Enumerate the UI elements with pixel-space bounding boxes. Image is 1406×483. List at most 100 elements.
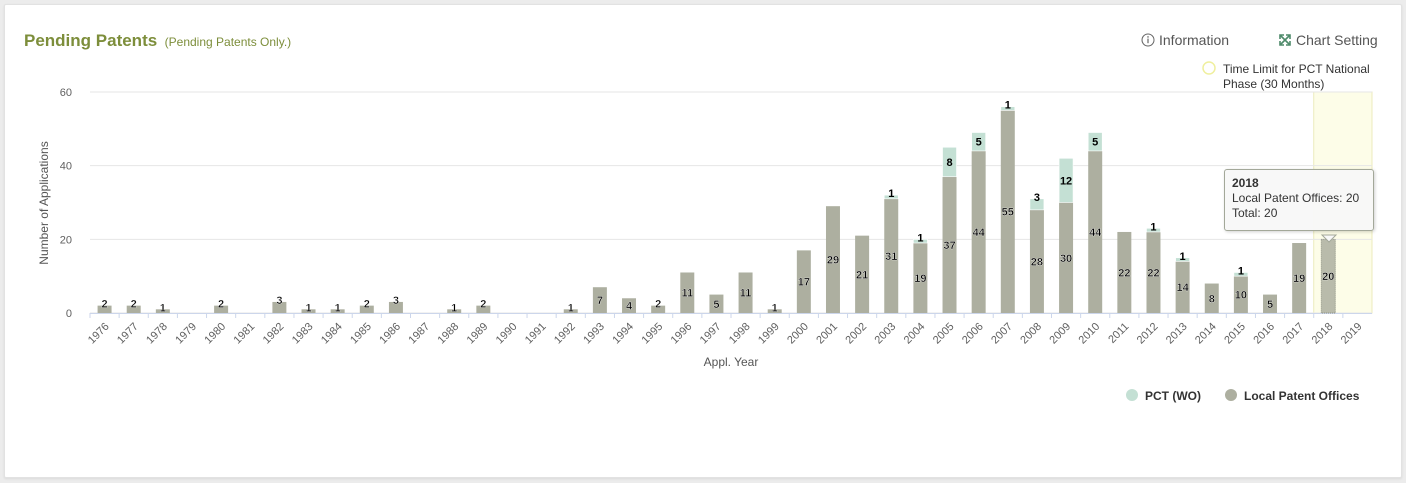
data-label-local-2012: 22 [1147, 267, 1159, 279]
data-label-local-1993: 7 [597, 295, 603, 307]
x-tick-label: 2016 [1251, 321, 1277, 347]
bar-pct-2010 [1087, 132, 1103, 152]
bar-pct-2005 [942, 146, 957, 178]
data-label-local-2004: 19 [914, 273, 926, 285]
data-label-local-2007: 55 [1002, 207, 1014, 219]
bar-local-1998 [738, 272, 753, 313]
data-label-local-2011: 22 [1118, 267, 1130, 279]
bar-local-1994 [622, 298, 637, 313]
x-tick-label: 2013 [1164, 321, 1190, 347]
data-label-local-1989: 2 [480, 299, 486, 311]
x-tick-label: 2006 [960, 321, 986, 347]
info-icon [1141, 33, 1155, 47]
data-label-local-1995: 2 [655, 299, 661, 311]
bar-pct-2003 [883, 194, 899, 200]
x-axis-title: Appl. Year [704, 355, 759, 369]
bar-local-1977 [126, 305, 141, 313]
chart-title: Pending Patents [24, 31, 158, 50]
x-tick-label: 1995 [639, 321, 665, 347]
bar-local-2004 [913, 243, 928, 313]
y-tick-label: 40 [60, 161, 72, 173]
bar-local-1995 [651, 305, 666, 313]
chart-subtitle: (Pending Patents Only.) [164, 35, 292, 49]
bar-pct-2015 [1233, 272, 1249, 277]
x-tick-label: 1989 [465, 321, 491, 347]
chart-title-row: Pending Patents (Pending Patents Only.) [24, 31, 291, 51]
bar-local-1984 [330, 309, 345, 313]
x-tick-label: 1999 [756, 321, 782, 347]
bar-local-2013 [1175, 261, 1190, 313]
data-label-local-2000: 17 [798, 277, 810, 289]
x-tick-label: 2018 [1310, 321, 1336, 347]
bar-local-1985 [359, 305, 374, 313]
x-tick-label: 2005 [931, 321, 957, 347]
bar-local-1983 [301, 309, 316, 313]
bar-local-2012 [1146, 231, 1161, 313]
data-label-local-1996: 11 [681, 288, 693, 300]
data-label-local-2005: 37 [943, 240, 955, 252]
tooltip-line-total: Total: 20 [1232, 206, 1278, 220]
bar-local-1999 [767, 309, 782, 313]
bar-local-2009 [1059, 202, 1074, 313]
x-tick-label: 2003 [873, 321, 899, 347]
y-tick-label: 60 [60, 87, 72, 99]
chart-tooltip: 2018 Local Patent Offices: 20 Total: 20 [1224, 169, 1374, 231]
time-limit-legend-line2: Phase (30 Months) [1223, 77, 1324, 91]
tooltip-line-local: Local Patent Offices: 20 [1232, 191, 1360, 205]
x-tick-label: 2017 [1280, 321, 1306, 347]
data-label-pct-2007: 1 [1005, 100, 1011, 112]
x-tick-label: 1994 [610, 321, 636, 347]
data-label-pct-2009: 12 [1060, 175, 1072, 187]
x-tick-label: 1986 [377, 321, 403, 347]
bar-local-2010 [1088, 150, 1103, 313]
x-tick-label: 1991 [523, 321, 549, 347]
x-tick-label: 1978 [144, 321, 170, 347]
data-label-local-2002: 21 [856, 269, 868, 281]
y-axis-title: Number of Applications [37, 141, 51, 264]
data-label-local-2016: 5 [1267, 299, 1273, 311]
x-tick-label: 2009 [1047, 321, 1073, 347]
bar-local-1996 [680, 272, 695, 313]
x-tick-label: 1982 [261, 321, 287, 347]
bar-pct-2013 [1175, 257, 1190, 262]
chart-card: Pending Patents (Pending Patents Only.) … [4, 4, 1402, 478]
bar-local-2003 [884, 198, 899, 313]
bar-pct-2006 [971, 132, 986, 152]
data-label-local-2009: 30 [1060, 253, 1072, 265]
bar-local-2007 [1000, 110, 1015, 314]
x-tick-label: 1987 [406, 321, 432, 347]
time-limit-legend-marker [1202, 61, 1216, 75]
data-label-local-2015: 10 [1235, 290, 1247, 302]
data-label-pct-2005: 8 [946, 157, 952, 169]
x-tick-label: 1983 [290, 321, 316, 347]
bar-local-2015 [1233, 276, 1248, 313]
legend-marker-local [1225, 389, 1237, 401]
data-label-pct-2004: 1 [917, 232, 923, 244]
x-tick-label: 2001 [814, 321, 840, 347]
x-tick-label: 1977 [115, 321, 141, 347]
x-tick-label: 2000 [785, 321, 811, 347]
bar-local-2006 [971, 150, 986, 313]
data-label-pct-2008: 3 [1034, 192, 1040, 204]
x-tick-label: 1981 [232, 321, 258, 347]
x-tick-label: 2012 [1135, 321, 1161, 347]
x-tick-label: 1992 [552, 321, 578, 347]
x-tick-label: 1976 [86, 321, 112, 347]
bar-local-1976 [97, 305, 112, 313]
bar-pct-2009 [1058, 158, 1074, 203]
data-label-pct-2006: 5 [976, 137, 982, 149]
tooltip-title: 2018 [1232, 176, 1259, 190]
bar-pct-2004 [913, 239, 928, 244]
bar-pct-2007 [1000, 106, 1016, 111]
bar-local-1982 [272, 301, 287, 313]
bar-local-2011 [1117, 231, 1132, 313]
x-tick-label: 1997 [698, 321, 724, 347]
legend-marker-pct [1126, 389, 1138, 401]
y-tick-label: 20 [60, 234, 72, 246]
data-label-local-1980: 2 [218, 299, 224, 311]
bar-pct-2012 [1146, 227, 1161, 233]
data-label-local-2018: 20 [1322, 271, 1334, 283]
data-label-local-2013: 14 [1176, 282, 1189, 294]
chart-setting-button[interactable]: Chart Setting [1278, 32, 1378, 48]
information-button[interactable]: Information [1141, 32, 1229, 48]
